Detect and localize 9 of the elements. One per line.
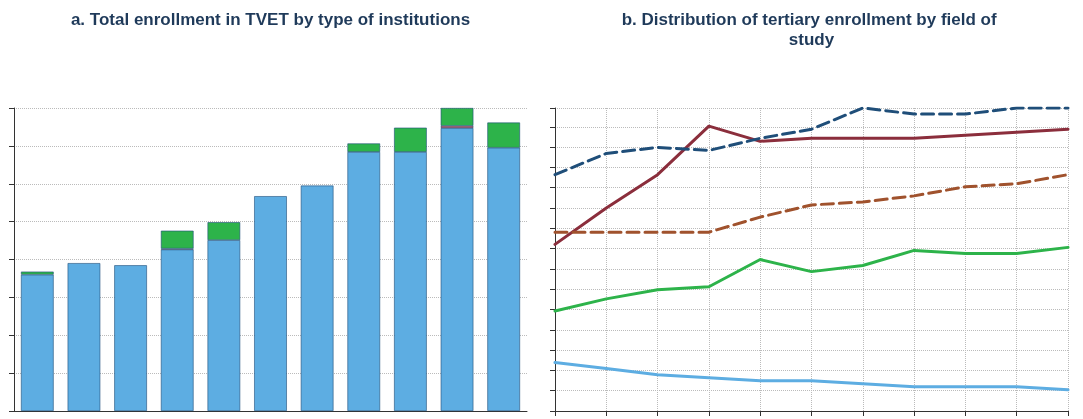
- chart-title: a. Total enrollment in TVET by type of institutions: [70, 9, 471, 29]
- bar: [300, 185, 334, 411]
- bar: [254, 196, 287, 411]
- bar: [21, 274, 54, 411]
- bar: [114, 265, 147, 411]
- bar: [440, 108, 474, 126]
- bar: [440, 128, 474, 411]
- chart-title: b. Distribution of tertiary enrollment by field of study: [621, 9, 1002, 49]
- bar: [67, 263, 101, 411]
